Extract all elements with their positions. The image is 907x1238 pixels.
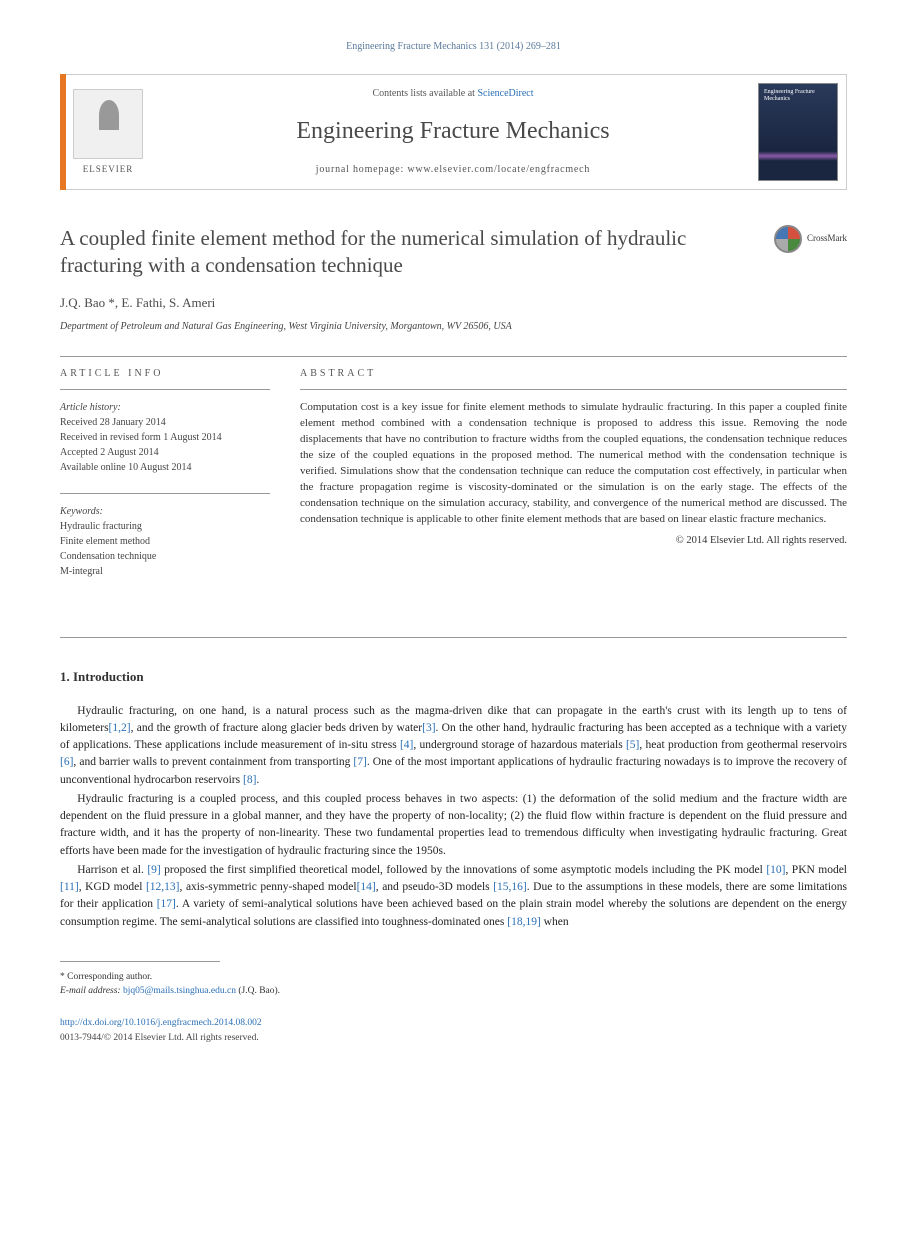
email-suffix: (J.Q. Bao).: [236, 986, 280, 996]
keywords-block: Keywords: Hydraulic fracturing Finite el…: [60, 504, 270, 579]
ref-link[interactable]: [6]: [60, 756, 73, 768]
footnote-rule: [60, 961, 220, 970]
doi-block: http://dx.doi.org/10.1016/j.engfracmech.…: [60, 1016, 847, 1045]
elsevier-label: ELSEVIER: [83, 163, 134, 176]
text: proposed the first simplified theoretica…: [161, 864, 767, 876]
article-info-col: ARTICLE INFO Article history: Received 2…: [60, 357, 270, 597]
keyword: M-integral: [60, 564, 270, 579]
abstract-heading: ABSTRACT: [300, 357, 847, 390]
issn-line: 0013-7944/© 2014 Elsevier Ltd. All right…: [60, 1031, 847, 1045]
text: , axis-symmetric penny-shaped model: [180, 881, 357, 893]
ref-link[interactable]: [18,19]: [507, 916, 541, 928]
ref-link[interactable]: [1,2]: [109, 722, 131, 734]
email-label: E-mail address:: [60, 986, 121, 996]
text: when: [541, 916, 569, 928]
affiliation: Department of Petroleum and Natural Gas …: [60, 320, 847, 334]
intro-para-1: Hydraulic fracturing, on one hand, is a …: [60, 703, 847, 789]
ref-link[interactable]: [12,13]: [146, 881, 180, 893]
journal-cover-thumb: Engineering Fracture Mechanics: [758, 83, 838, 181]
info-divider: [60, 493, 270, 494]
text: , and the growth of fracture along glaci…: [131, 722, 423, 734]
text: , and pseudo-3D models: [376, 881, 493, 893]
divider-bottom: [60, 637, 847, 638]
ref-link[interactable]: [15,16]: [493, 881, 527, 893]
intro-heading: 1. Introduction: [60, 668, 847, 686]
title-block: A coupled finite element method for the …: [60, 225, 847, 280]
homepage-line: journal homepage: www.elsevier.com/locat…: [168, 163, 738, 177]
doi-link[interactable]: http://dx.doi.org/10.1016/j.engfracmech.…: [60, 1016, 847, 1030]
contents-line: Contents lists available at ScienceDirec…: [168, 87, 738, 101]
intro-para-2: Hydraulic fracturing is a coupled proces…: [60, 791, 847, 860]
keyword: Finite element method: [60, 534, 270, 549]
header-center: Contents lists available at ScienceDirec…: [156, 75, 750, 189]
text: , PKN model: [785, 864, 847, 876]
sciencedirect-link[interactable]: ScienceDirect: [477, 88, 533, 99]
ref-link[interactable]: [14]: [357, 881, 376, 893]
text: Harrison et al.: [77, 864, 147, 876]
homepage-url[interactable]: www.elsevier.com/locate/engfracmech: [407, 164, 590, 175]
ref-link[interactable]: [8]: [243, 774, 256, 786]
top-citation: Engineering Fracture Mechanics 131 (2014…: [60, 40, 847, 54]
text: . A variety of semi-analytical solutions…: [60, 898, 847, 927]
ref-link[interactable]: [11]: [60, 881, 79, 893]
ref-link[interactable]: [3]: [422, 722, 435, 734]
cover-text: Engineering Fracture Mechanics: [759, 84, 837, 107]
keyword: Hydraulic fracturing: [60, 519, 270, 534]
email-link[interactable]: bjq05@mails.tsinghua.edu.cn: [123, 986, 236, 996]
history-line: Accepted 2 August 2014: [60, 445, 270, 460]
ref-link[interactable]: [4]: [400, 739, 413, 751]
crossmark-icon: [774, 225, 802, 253]
history-line: Received 28 January 2014: [60, 415, 270, 430]
text: , KGD model: [79, 881, 146, 893]
article-title: A coupled finite element method for the …: [60, 225, 754, 280]
history-label: Article history:: [60, 400, 270, 415]
crossmark-badge[interactable]: CrossMark: [774, 225, 847, 253]
authors: J.Q. Bao *, E. Fathi, S. Ameri: [60, 294, 847, 312]
elsevier-tree-icon: [73, 89, 143, 159]
ref-link[interactable]: [17]: [157, 898, 176, 910]
abstract-copyright: © 2014 Elsevier Ltd. All rights reserved…: [300, 534, 847, 549]
article-history: Article history: Received 28 January 201…: [60, 400, 270, 475]
text: , heat production from geothermal reserv…: [639, 739, 847, 751]
text: .: [256, 774, 259, 786]
article-info-heading: ARTICLE INFO: [60, 357, 270, 390]
homepage-prefix: journal homepage:: [316, 164, 408, 175]
text: , underground storage of hazardous mater…: [413, 739, 626, 751]
crossmark-label: CrossMark: [807, 232, 847, 245]
intro-para-3: Harrison et al. [9] proposed the first s…: [60, 862, 847, 931]
ref-link[interactable]: [5]: [626, 739, 639, 751]
history-line: Available online 10 August 2014: [60, 460, 270, 475]
authors-text: J.Q. Bao *, E. Fathi, S. Ameri: [60, 295, 215, 310]
orange-stripe: [60, 74, 66, 190]
ref-link[interactable]: [10]: [766, 864, 785, 876]
history-line: Received in revised form 1 August 2014: [60, 430, 270, 445]
keywords-label: Keywords:: [60, 504, 270, 519]
elsevier-logo: ELSEVIER: [61, 75, 156, 189]
journal-name: Engineering Fracture Mechanics: [168, 115, 738, 149]
corr-label: * Corresponding author.: [60, 970, 847, 984]
abstract-text: Computation cost is a key issue for fini…: [300, 400, 847, 528]
corresponding-footnote: * Corresponding author. E-mail address: …: [60, 970, 847, 999]
contents-prefix: Contents lists available at: [372, 88, 477, 99]
keyword: Condensation technique: [60, 549, 270, 564]
journal-header-box: ELSEVIER Contents lists available at Sci…: [60, 74, 847, 190]
ref-link[interactable]: [9]: [147, 864, 160, 876]
ref-link[interactable]: [7]: [353, 756, 366, 768]
text: , and barrier walls to prevent containme…: [73, 756, 353, 768]
info-abstract-row: ARTICLE INFO Article history: Received 2…: [60, 357, 847, 597]
abstract-col: ABSTRACT Computation cost is a key issue…: [300, 357, 847, 597]
